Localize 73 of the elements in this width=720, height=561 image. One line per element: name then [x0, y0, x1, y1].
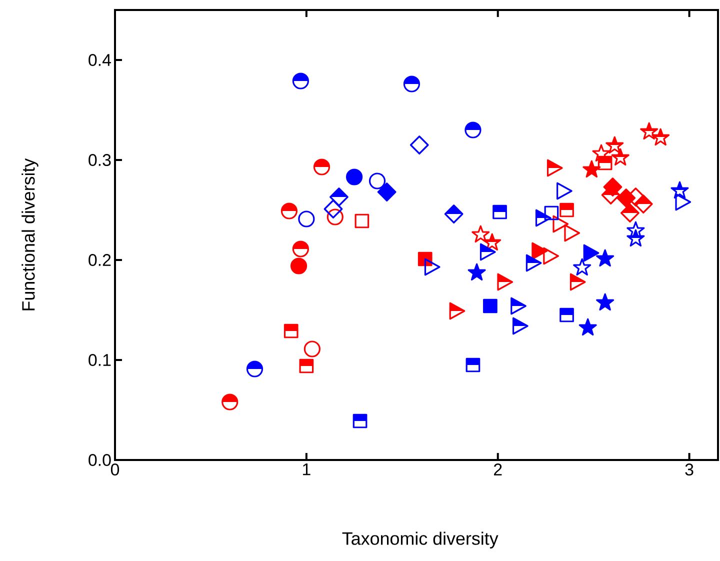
y-tick-label: 0.3: [88, 154, 111, 166]
point: [352, 414, 368, 428]
point: [510, 297, 526, 315]
point: [560, 308, 574, 322]
y-tick-label: 0.1: [88, 354, 111, 366]
y-tick-label: 0.0: [88, 454, 111, 466]
point: [535, 209, 552, 227]
point: [304, 340, 320, 358]
point: [582, 160, 601, 178]
point: [620, 204, 640, 222]
point: [640, 122, 658, 140]
x-tick-label: 2: [494, 464, 502, 476]
point: [626, 221, 645, 239]
point: [570, 273, 586, 291]
point: [464, 122, 482, 138]
point: [652, 128, 670, 146]
point: [512, 317, 528, 335]
point: [544, 206, 559, 220]
point: [246, 360, 264, 378]
point: [526, 254, 542, 272]
y-tick-label: 0.2: [88, 254, 111, 266]
point: [497, 273, 514, 291]
point: [368, 172, 386, 190]
point: [298, 210, 315, 228]
point: [280, 202, 298, 220]
point: [573, 258, 592, 276]
point: [284, 324, 298, 338]
point: [611, 148, 630, 166]
point: [324, 200, 343, 218]
point: [424, 258, 440, 276]
point: [560, 202, 574, 218]
x-axis-title: Taxonomic diversity: [342, 532, 498, 548]
point: [552, 215, 569, 233]
point: [592, 144, 610, 162]
x-tick-label: 3: [685, 464, 694, 476]
point: [313, 158, 330, 176]
point: [675, 193, 692, 211]
y-tick-label: 0.4: [88, 54, 111, 66]
point: [410, 136, 429, 154]
point: [596, 293, 614, 311]
x-tick-label: 1: [303, 464, 310, 476]
point: [472, 225, 490, 243]
point: [444, 204, 464, 224]
point: [492, 204, 507, 220]
point: [377, 182, 396, 202]
point: [543, 247, 559, 265]
point: [292, 240, 309, 258]
point: [578, 318, 597, 336]
point: [330, 188, 348, 206]
point: [483, 298, 498, 314]
point: [670, 181, 689, 199]
point: [292, 72, 309, 90]
point: [596, 249, 614, 267]
point: [326, 208, 344, 226]
point: [346, 168, 363, 186]
point: [532, 242, 548, 260]
point: [483, 233, 502, 251]
point: [222, 394, 238, 410]
x-tick-label: 0: [110, 464, 120, 476]
point: [480, 243, 496, 261]
y-axis-title: Functional diversity: [22, 158, 38, 310]
point: [468, 263, 486, 281]
point: [606, 136, 624, 154]
point: [466, 358, 480, 372]
point: [564, 224, 580, 242]
point: [556, 182, 572, 200]
point: [583, 244, 600, 262]
point: [290, 258, 308, 274]
point: [403, 76, 420, 92]
point: [546, 159, 563, 177]
point: [299, 358, 314, 374]
point: [449, 302, 466, 320]
point: [354, 214, 370, 228]
